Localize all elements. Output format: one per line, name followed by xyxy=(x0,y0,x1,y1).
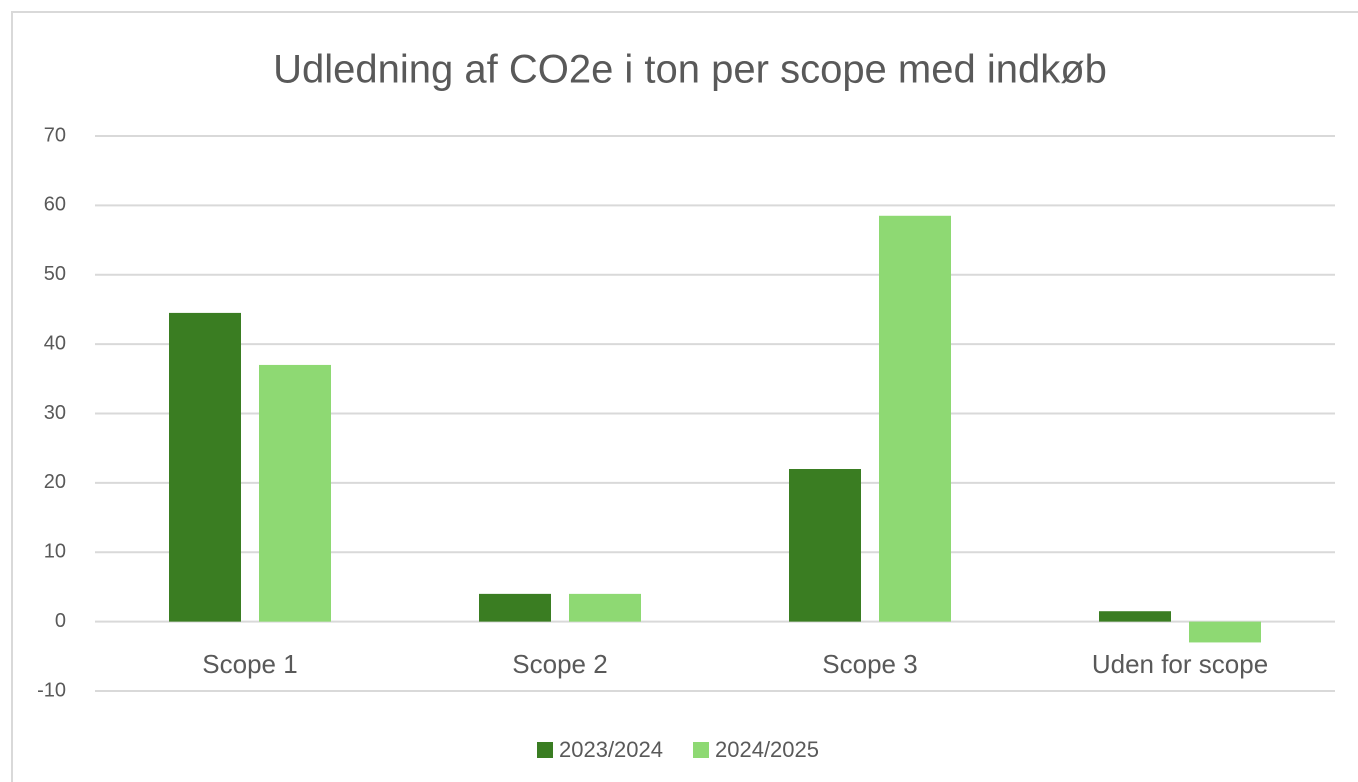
y-tick-label: 0 xyxy=(55,610,66,632)
bar xyxy=(879,215,951,622)
x-tick-label: Scope 1 xyxy=(202,649,297,679)
y-tick-label: 50 xyxy=(44,263,66,285)
y-tick-label: 40 xyxy=(44,332,66,354)
y-tick-label: 30 xyxy=(44,402,66,424)
y-tick-label: 20 xyxy=(44,471,66,493)
legend-swatch xyxy=(537,742,553,758)
bar xyxy=(1189,621,1261,643)
legend-label: 2023/2024 xyxy=(559,737,663,762)
x-tick-label: Uden for scope xyxy=(1092,649,1268,679)
bar xyxy=(569,593,641,622)
x-tick-label: Scope 2 xyxy=(512,649,607,679)
y-tick-label: -10 xyxy=(37,679,66,701)
legend-label: 2024/2025 xyxy=(715,737,819,762)
x-tick-label: Scope 3 xyxy=(822,649,917,679)
legend-swatch xyxy=(693,742,709,758)
y-tick-label: 70 xyxy=(44,124,66,146)
bar xyxy=(479,593,551,622)
chart-title: Udledning af CO2e i ton per scope med in… xyxy=(273,48,1107,92)
bar xyxy=(1099,611,1171,622)
bar xyxy=(169,312,241,622)
bar xyxy=(789,469,861,622)
y-tick-label: 10 xyxy=(44,541,66,563)
bar xyxy=(259,364,331,622)
y-tick-label: 60 xyxy=(44,194,66,216)
